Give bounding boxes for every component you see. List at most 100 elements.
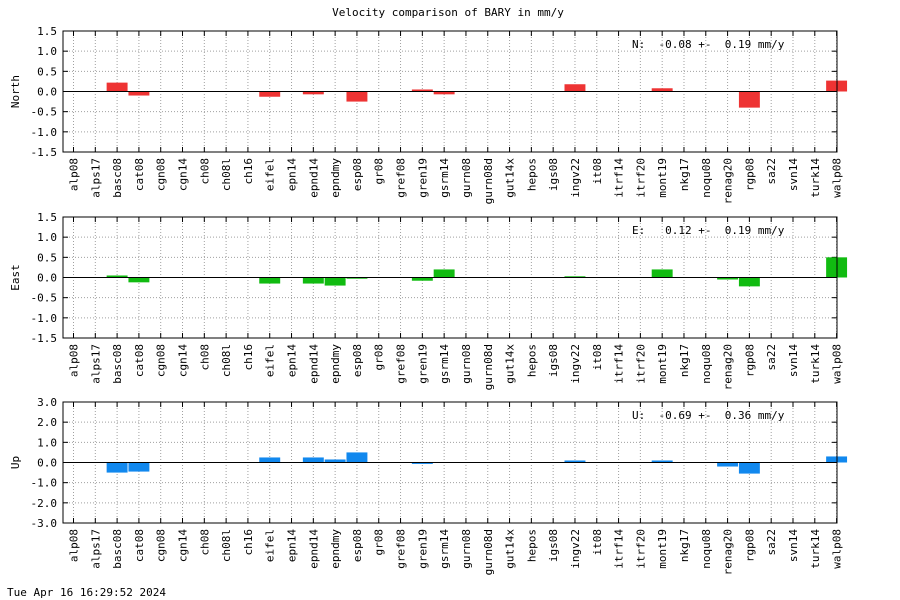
panel-up: -3.0 -2.0 -1.0 0.0 1.0 2.0 3.0 alp08 alps17 basc0… [9,396,848,575]
bar-east-esp08 [346,277,368,279]
x-tick-label: rgp08 [743,529,756,562]
x-tick-label: gref08 [395,158,408,198]
x-tick-label: alp08 [68,529,81,562]
x-tick-label: eifel [264,529,277,562]
x-tick-label: it08 [591,158,604,185]
bar-up-epnd14 [302,457,324,463]
x-tick-label: noqu08 [700,529,713,569]
bar-up-basc08 [106,462,128,473]
x-tick-label: itrf20 [634,529,647,569]
y-tick-label: -1.0 [31,126,58,139]
plot-frame [62,216,838,339]
x-tick-label: gurn08d [482,344,495,390]
x-tick-label: hepos [525,344,538,377]
x-tick-label: ch08 [198,529,211,556]
x-tick-label: mont19 [656,158,669,198]
panel-summary: E: 0.12 +- 0.19 mm/y [632,224,785,237]
x-tick-label: basc08 [111,158,124,198]
bar-north-esp08 [346,91,368,102]
y-axis-label: Up [9,456,22,469]
y-tick-label: 1.5 [37,211,57,224]
x-tick-label: basc08 [111,344,124,384]
x-tick-label: gsrm14 [438,158,451,198]
x-tick-label: hepos [525,529,538,562]
x-tick-label: igs08 [547,158,560,191]
x-tick-label: mont19 [656,344,669,384]
x-tick-label: svn14 [787,344,800,377]
y-tick-label: 1.5 [37,25,57,38]
x-tick-label: alps17 [89,529,102,569]
x-tick-label: alp08 [68,158,81,191]
panel-summary: N: -0.08 +- 0.19 mm/y [632,38,785,51]
bar-north-epnd14 [302,91,324,95]
bar-north-eifel [259,91,281,97]
x-tick-label: cgn08 [155,529,168,562]
y-axis-label: East [9,264,22,291]
x-tick-label: gut14x [504,344,517,384]
x-tick-label: gsrm14 [438,344,451,384]
x-tick-label: gr08 [373,344,386,371]
x-tick-label: ch16 [242,158,255,185]
x-tick-label: gut14x [504,158,517,198]
bar-up-eifel [259,457,281,463]
x-tick-label: svn14 [787,158,800,191]
bar-up-esp08 [346,452,368,463]
x-tick-label: gr08 [373,529,386,556]
x-tick-label: ch08l [220,529,233,562]
y-tick-label: 0.5 [37,251,57,264]
x-tick-label: epnd14 [307,529,320,569]
x-tick-label: cgn08 [155,344,168,377]
y-tick-label: -2.0 [31,497,58,510]
x-tick-label: cgn14 [177,158,190,191]
y-tick-label: 1.0 [37,436,57,449]
x-tick-label: igs08 [547,344,560,377]
x-tick-label: renag20 [722,344,735,390]
x-tick-label: ch08 [198,158,211,185]
chart-panels: -1.5 -1.0 -0.5 0.0 0.5 1.0 1.5 alp08 alps17 basc0… [9,25,848,575]
x-tick-label: svn14 [787,529,800,562]
x-tick-label: gr08 [373,158,386,185]
x-tick-label: cat08 [133,344,146,377]
y-tick-label: 1.0 [37,45,57,58]
x-tick-label: sa22 [765,344,778,371]
x-tick-label: basc08 [111,529,124,569]
x-tick-label: gref08 [395,344,408,384]
x-tick-label: renag20 [722,529,735,575]
bar-up-mont19 [651,460,673,463]
x-tick-label: esp08 [351,158,364,191]
bar-up-renag20 [717,462,739,467]
x-tick-label: gref08 [395,529,408,569]
y-tick-label: 0.0 [37,457,57,470]
bar-north-cat08 [128,91,150,96]
x-tick-label: walp08 [831,158,844,198]
x-tick-label: ingv22 [569,158,582,198]
x-tick-label: epndmy [329,344,342,384]
x-tick-label: walp08 [831,529,844,569]
x-tick-label: eifel [264,344,277,377]
x-tick-label: itrf20 [634,344,647,384]
x-tick-label: itrf14 [613,158,626,198]
y-tick-label: 0.0 [37,86,57,99]
bar-east-basc08 [106,275,128,278]
x-tick-label: ch08l [220,344,233,377]
x-tick-label: alps17 [89,158,102,198]
bar-up-gren19 [411,462,433,464]
x-tick-label: itrf14 [613,344,626,384]
x-tick-label: gren19 [416,158,429,198]
bar-north-gsrm14 [433,91,455,95]
y-tick-label: 0.0 [37,272,57,285]
x-tick-label: cat08 [133,529,146,562]
bar-north-mont19 [651,88,673,92]
x-tick-label: gurn08 [460,344,473,384]
y-tick-label: 3.0 [37,396,57,409]
x-tick-label: itrf20 [634,158,647,198]
x-tick-label: ch08l [220,158,233,191]
panel-summary: U: -0.69 +- 0.36 mm/y [632,409,785,422]
bar-east-renag20 [717,277,739,280]
x-tick-label: it08 [591,529,604,556]
bar-north-gren19 [411,89,433,92]
x-tick-label: esp08 [351,529,364,562]
bar-north-basc08 [106,82,128,92]
x-tick-label: sa22 [765,158,778,185]
